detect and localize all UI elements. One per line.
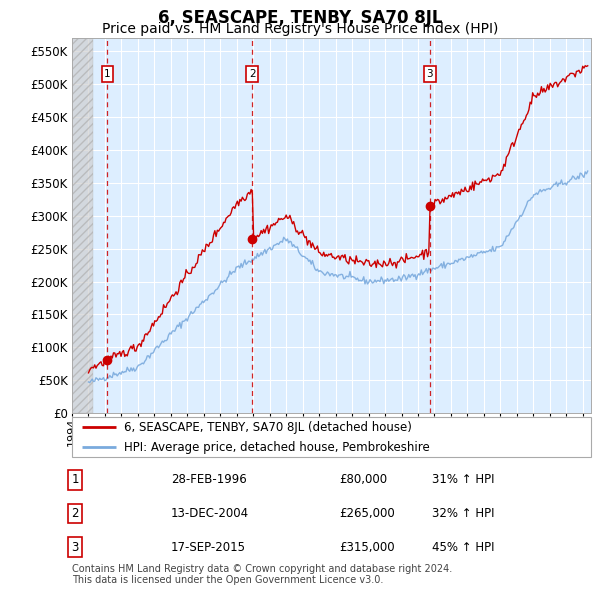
Text: 31% ↑ HPI: 31% ↑ HPI <box>432 473 494 487</box>
Text: £265,000: £265,000 <box>339 507 395 520</box>
Text: 1: 1 <box>71 473 79 487</box>
Text: 32% ↑ HPI: 32% ↑ HPI <box>432 507 494 520</box>
Text: 28-FEB-1996: 28-FEB-1996 <box>171 473 247 487</box>
Text: 3: 3 <box>71 540 79 554</box>
Text: 2: 2 <box>249 69 256 79</box>
Text: £315,000: £315,000 <box>339 540 395 554</box>
Text: 17-SEP-2015: 17-SEP-2015 <box>171 540 246 554</box>
Text: £80,000: £80,000 <box>339 473 387 487</box>
Text: 45% ↑ HPI: 45% ↑ HPI <box>432 540 494 554</box>
Text: Contains HM Land Registry data © Crown copyright and database right 2024.
This d: Contains HM Land Registry data © Crown c… <box>72 563 452 585</box>
FancyBboxPatch shape <box>72 417 591 457</box>
Text: Price paid vs. HM Land Registry's House Price Index (HPI): Price paid vs. HM Land Registry's House … <box>102 22 498 37</box>
Text: 6, SEASCAPE, TENBY, SA70 8JL: 6, SEASCAPE, TENBY, SA70 8JL <box>158 9 442 27</box>
Text: 2: 2 <box>71 507 79 520</box>
Text: 1: 1 <box>104 69 111 79</box>
Text: HPI: Average price, detached house, Pembrokeshire: HPI: Average price, detached house, Pemb… <box>124 441 430 454</box>
Text: 13-DEC-2004: 13-DEC-2004 <box>171 507 249 520</box>
Bar <box>72 38 94 413</box>
Text: 3: 3 <box>427 69 433 79</box>
Text: 6, SEASCAPE, TENBY, SA70 8JL (detached house): 6, SEASCAPE, TENBY, SA70 8JL (detached h… <box>124 421 412 434</box>
